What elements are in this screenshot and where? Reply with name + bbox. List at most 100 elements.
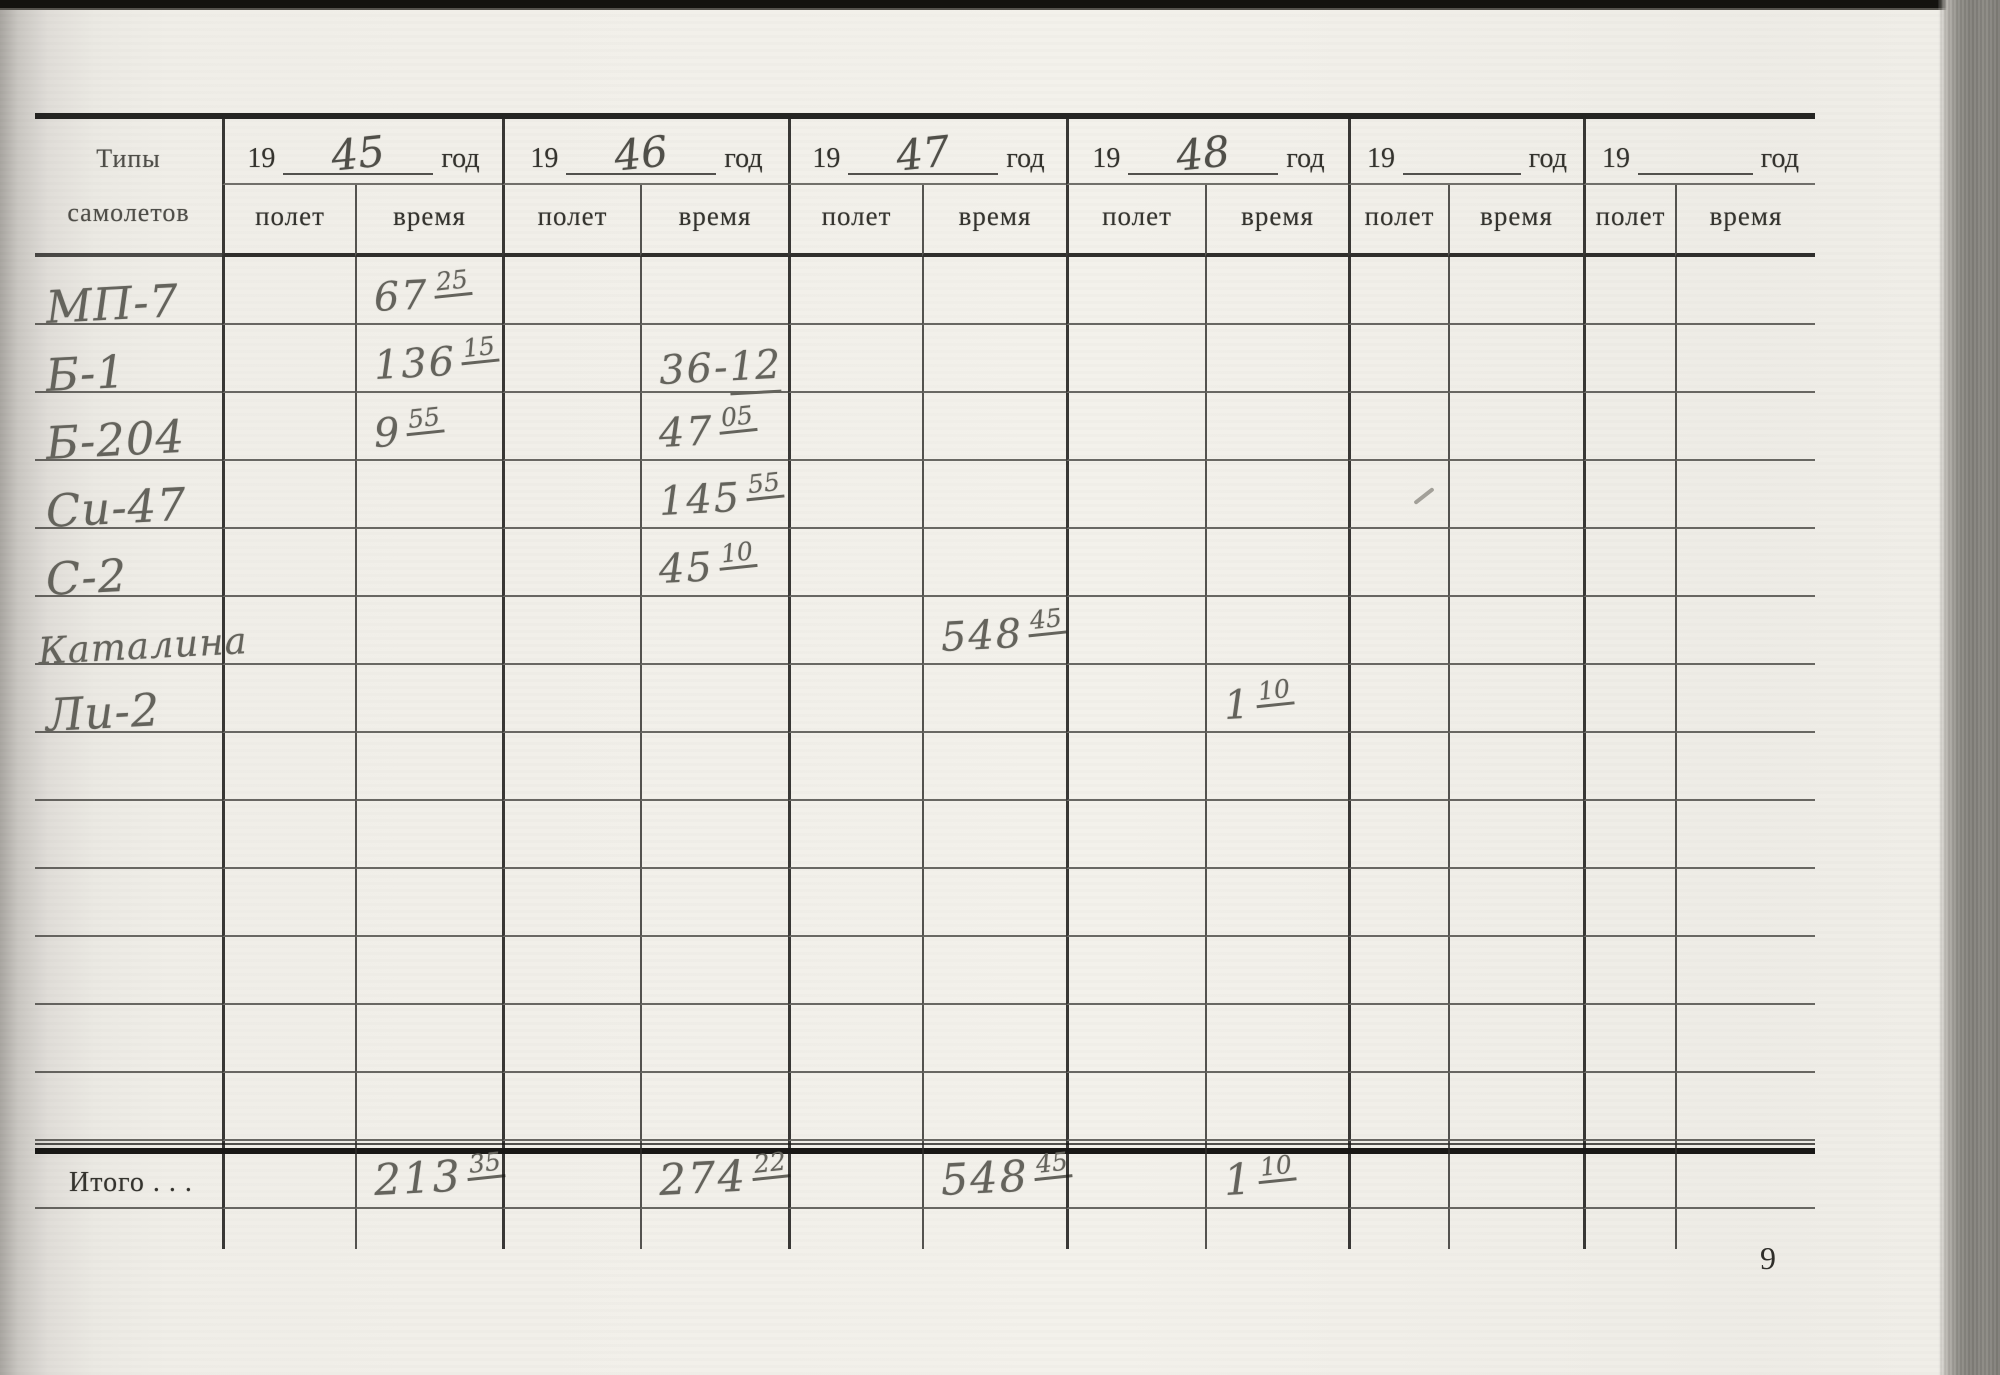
time-cell [355, 1005, 502, 1073]
handwritten-time-entry: 67 25 [373, 264, 473, 321]
time-cell [1205, 597, 1348, 665]
flight-cell [1583, 529, 1675, 597]
totals-separator-cell [1348, 1141, 1448, 1156]
year-prefix: 19 [1602, 143, 1630, 174]
flight-column-header: полет [222, 185, 355, 257]
handwritten-time-entry: 213 35 [373, 1147, 506, 1206]
flight-cell [788, 461, 922, 529]
year-header-cell: 19 46 год [502, 119, 788, 185]
time-cell [1448, 393, 1583, 461]
flight-cell [222, 665, 355, 733]
time-minutes: 55 [744, 467, 785, 502]
time-cell [1448, 257, 1583, 325]
time-minutes: 05 [716, 400, 758, 435]
year-header-cell: 19 47 год [788, 119, 1066, 185]
year-suffix: год [1528, 143, 1567, 174]
time-cell: 47 05 [640, 393, 788, 461]
flight-cell [1583, 325, 1675, 393]
aircraft-name: Си-47 [44, 477, 189, 538]
time-minutes: 10 [1256, 1150, 1297, 1185]
time-cell [640, 733, 788, 801]
time-cell [1448, 1073, 1583, 1141]
time-cell [640, 257, 788, 325]
time-hours: 136 [372, 338, 458, 389]
flight-cell [1583, 937, 1675, 1005]
flight-cell [222, 869, 355, 937]
flight-cell [1348, 869, 1448, 937]
flight-column-header: полет [1583, 185, 1675, 257]
aircraft-name-cell: С-2 [35, 529, 222, 606]
flight-cell [1348, 257, 1448, 325]
totals-separator-cell [1066, 1141, 1205, 1156]
time-cell [355, 733, 502, 801]
flight-cell [1066, 801, 1205, 869]
flight-cell [502, 257, 640, 325]
flight-cell [1066, 257, 1205, 325]
time-cell [355, 869, 502, 937]
flight-cell [1348, 733, 1448, 801]
year-blank-line [1638, 144, 1753, 175]
year-suffix: год [1286, 143, 1325, 174]
time-column-header: время [1205, 185, 1348, 257]
flight-cell [788, 325, 922, 393]
flight-cell [1583, 801, 1675, 869]
scan-top-edge [0, 0, 2000, 12]
year-suffix: год [441, 143, 480, 174]
totals-separator-cell [355, 1141, 502, 1156]
year-blank-line: 47 [848, 127, 999, 181]
time-cell [1205, 1073, 1348, 1141]
flight-column-header: полет [1066, 185, 1205, 257]
time-hours: 45 [657, 544, 715, 593]
flight-cell [502, 1073, 640, 1141]
time-cell [1448, 665, 1583, 733]
flight-total-cell [1348, 1156, 1448, 1209]
totals-separator-cell [922, 1141, 1066, 1156]
time-cell [922, 1005, 1066, 1073]
aircraft-name: Ли-2 [44, 682, 162, 742]
table-footer-stub-cell [1448, 1209, 1583, 1249]
flight-cell [1066, 325, 1205, 393]
flight-cell [1348, 529, 1448, 597]
time-total-cell [1448, 1156, 1583, 1209]
year-suffix: год [724, 143, 763, 174]
flight-cell [788, 801, 922, 869]
year-prefix: 19 [1367, 143, 1395, 174]
time-cell [1205, 529, 1348, 597]
time-minutes: 22 [749, 1147, 791, 1182]
year-header-cell: 19 45 год [222, 119, 502, 185]
aircraft-name-cell [35, 1073, 222, 1141]
flight-cell [1348, 597, 1448, 665]
time-minutes: 55 [404, 402, 445, 437]
flight-cell [1583, 1005, 1675, 1073]
time-hours: 9 [372, 409, 403, 457]
time-cell [922, 801, 1066, 869]
handwritten-time-entry: 1 10 [1223, 674, 1295, 729]
time-cell [1675, 1005, 1815, 1073]
time-cell [355, 665, 502, 733]
flight-cell [1583, 1073, 1675, 1141]
aircraft-name-cell [35, 733, 222, 801]
aircraft-name-cell: Каталина [35, 597, 249, 673]
flight-cell [502, 325, 640, 393]
flight-cell [1066, 733, 1205, 801]
time-cell [1205, 325, 1348, 393]
handwritten-time-entry: 145 55 [658, 467, 785, 525]
table-footer-stub-cell [1675, 1209, 1815, 1249]
time-cell: 145 55 [640, 461, 788, 529]
time-cell: 1 10 [1205, 665, 1348, 733]
flight-cell [1583, 665, 1675, 733]
handwritten-year: 47 [894, 126, 953, 182]
time-cell: 45 10 [640, 529, 788, 597]
time-cell [1448, 937, 1583, 1005]
totals-separator-cell [1583, 1141, 1675, 1156]
flight-cell [222, 733, 355, 801]
time-minutes: 10 [716, 536, 758, 571]
flight-cell [222, 529, 355, 597]
flight-cell [222, 393, 355, 461]
time-cell [640, 597, 788, 665]
handwritten-time-entry: 548 45 [940, 1147, 1073, 1206]
year-header-cell: 19 48 год [1066, 119, 1348, 185]
flight-cell [1066, 1005, 1205, 1073]
time-cell [922, 869, 1066, 937]
flight-cell [222, 1073, 355, 1141]
